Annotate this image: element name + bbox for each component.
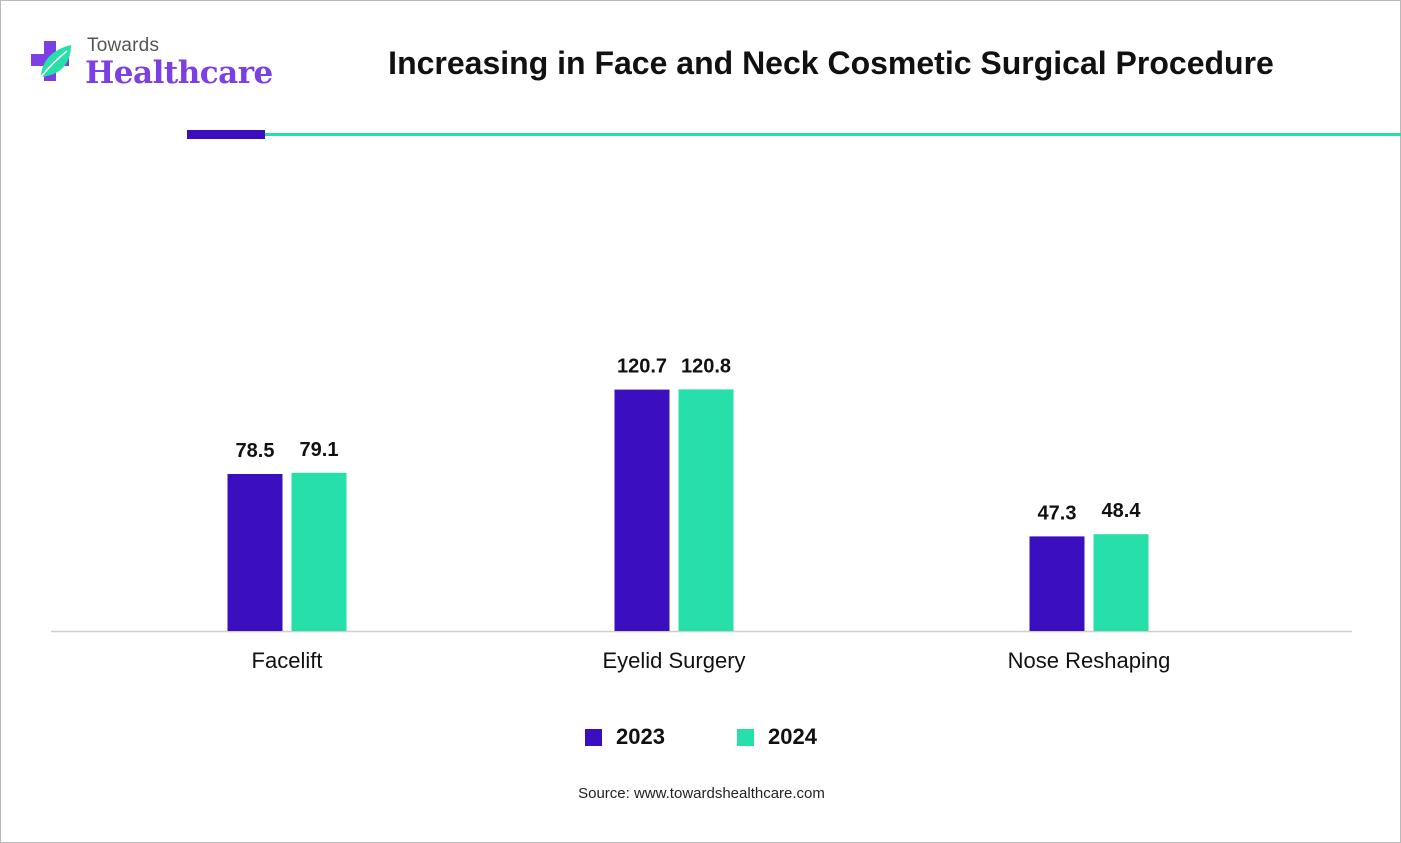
brand-logo: Towards Healthcare: [27, 35, 273, 101]
bar-facelift-2024: [291, 472, 347, 631]
bar-facelift-2023: [227, 474, 283, 631]
x-tick-label-facelift: Facelift: [252, 648, 323, 673]
legend: 2023 2024: [1, 723, 1401, 753]
bar-nose-reshaping-2024: [1093, 534, 1149, 631]
legend-swatch-2023: [585, 728, 602, 746]
data-label-nose-reshaping-2024: 48.4: [1102, 500, 1142, 522]
data-label-facelift-2024: 79.1: [300, 439, 339, 461]
legend-swatch-2024: [737, 728, 754, 746]
legend-label-2024: 2024: [768, 724, 817, 749]
title-accent-line: [265, 133, 1401, 136]
data-label-facelift-2023: 78.5: [236, 440, 275, 462]
bar-nose-reshaping-2023: [1029, 536, 1085, 631]
x-tick-label-nose-reshaping: Nose Reshaping: [1008, 648, 1171, 673]
legend-item-2023: 2023: [585, 723, 665, 751]
legend-item-2024: 2024: [737, 723, 817, 751]
chart-title: Increasing in Face and Neck Cosmetic Sur…: [388, 45, 1274, 81]
bar-eyelid-surgery-2024: [678, 389, 734, 631]
legend-label-2023: 2023: [616, 724, 665, 749]
data-label-eyelid-surgery-2024: 120.8: [681, 355, 731, 377]
bar-chart: 78.5 79.1 Facelift 120.7 120.8 Eyelid Surgery…: [51, 355, 1352, 673]
logo-top-text: Towards: [87, 35, 160, 56]
logo-main-text: Healthcare: [85, 55, 273, 91]
x-tick-label-eyelid-surgery: Eyelid Surgery: [602, 648, 745, 673]
medical-cross-leaf-icon: [31, 41, 71, 81]
data-label-eyelid-surgery-2023: 120.7: [617, 356, 667, 378]
source-note: Source: www.towardshealthcare.com: [578, 785, 825, 802]
data-label-nose-reshaping-2023: 47.3: [1038, 502, 1077, 524]
bar-eyelid-surgery-2023: [614, 389, 670, 631]
title-accent-bar: [187, 130, 265, 139]
